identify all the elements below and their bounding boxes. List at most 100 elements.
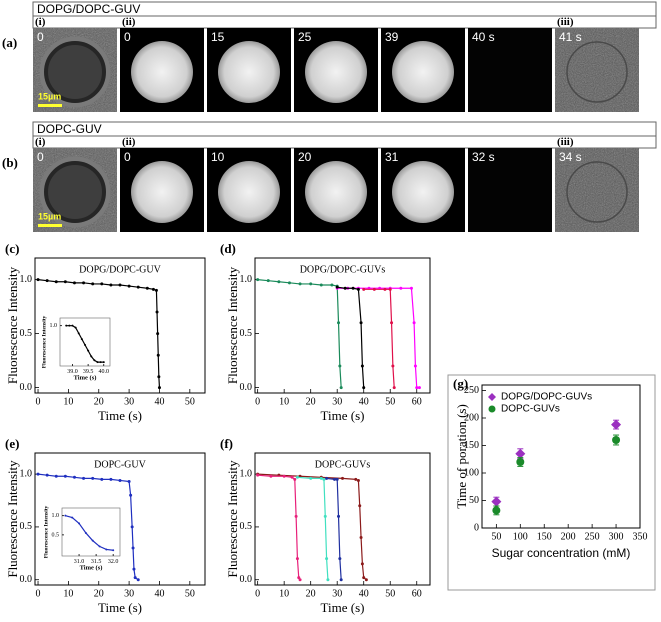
data-point xyxy=(100,477,104,481)
y-axis-label: Fluorescence Intensity xyxy=(225,460,240,578)
frame-time: 0 xyxy=(37,30,44,44)
x-tick-label: 10 xyxy=(63,396,73,407)
panel-label: (d) xyxy=(220,241,236,256)
x-tick-label: 50 xyxy=(185,588,195,599)
data-point xyxy=(359,321,363,325)
chart-title: DOPC-GUVs xyxy=(315,459,371,470)
data-point xyxy=(131,546,135,550)
scale-label: 15µm xyxy=(38,91,61,101)
legend-marker xyxy=(488,405,496,413)
inset-x-label: Time (s) xyxy=(74,374,97,381)
data-point xyxy=(337,321,341,325)
data-point xyxy=(295,475,299,479)
x-tick-label: 40 xyxy=(359,588,369,599)
data-point xyxy=(112,549,115,552)
plot-frame xyxy=(481,384,641,529)
series-line xyxy=(37,279,161,388)
x-tick-label: 0 xyxy=(36,396,41,407)
x-tick-label: 200 xyxy=(561,531,576,542)
frame-time: 31 xyxy=(385,150,399,164)
vesicle-ghost xyxy=(566,161,628,223)
vesicle xyxy=(305,161,367,223)
frame-time: 41 s xyxy=(559,30,582,44)
inset-y-label: Fluorescence Intensity xyxy=(43,505,49,558)
data-point xyxy=(91,282,95,286)
data-point xyxy=(409,286,413,290)
data-point xyxy=(282,474,286,478)
data-point xyxy=(388,287,392,291)
frame-time: 0 xyxy=(37,150,44,164)
data-point xyxy=(63,474,67,478)
data-point xyxy=(612,436,621,444)
vesicle xyxy=(44,41,106,103)
x-axis-label: Sugar concentration (mM) xyxy=(492,546,631,560)
data-point xyxy=(129,493,133,497)
data-point xyxy=(78,522,81,525)
data-point xyxy=(515,448,526,459)
data-point xyxy=(294,514,298,518)
data-point xyxy=(100,282,104,286)
data-point xyxy=(351,286,355,290)
data-point xyxy=(390,321,394,325)
x-tick-label: 32.0 xyxy=(108,559,119,565)
x-tick-label: 300 xyxy=(609,531,624,542)
frame-time: 0 xyxy=(124,150,131,164)
data-point xyxy=(82,281,86,285)
panel-g-box xyxy=(447,374,656,591)
data-point xyxy=(356,478,360,482)
panel-label: (c) xyxy=(5,241,19,256)
data-point xyxy=(91,476,95,480)
data-point xyxy=(71,516,74,519)
data-point xyxy=(360,364,364,368)
plot-frame xyxy=(254,452,431,586)
x-tick-label: 40 xyxy=(154,396,164,407)
y-tick-label: 0.5 xyxy=(20,328,33,339)
data-point xyxy=(45,473,49,477)
x-tick-label: 60 xyxy=(412,396,422,407)
data-point xyxy=(417,386,421,390)
data-point xyxy=(72,281,76,285)
y-tick-label: 200 xyxy=(464,412,479,423)
series-line xyxy=(257,279,342,388)
data-point xyxy=(90,355,93,358)
data-point xyxy=(54,280,58,284)
y-tick-label: 0.5 xyxy=(240,521,253,532)
data-point xyxy=(36,472,40,476)
data-point xyxy=(362,386,366,390)
data-point xyxy=(45,279,49,283)
data-point xyxy=(105,548,108,551)
vesicle xyxy=(131,161,193,223)
x-tick-label: 50 xyxy=(491,531,501,542)
x-tick-label: 50 xyxy=(385,396,395,407)
panel-label: (f) xyxy=(220,436,233,451)
vesicle xyxy=(392,41,454,103)
data-point xyxy=(492,506,501,515)
data-point xyxy=(133,576,137,580)
data-point xyxy=(256,278,260,282)
data-point xyxy=(109,283,113,287)
data-point xyxy=(80,338,83,341)
x-tick-label: 60 xyxy=(412,588,422,599)
frame-time: 40 s xyxy=(472,30,495,44)
data-point xyxy=(145,286,149,290)
data-point xyxy=(287,281,291,285)
scale-label: 15µm xyxy=(38,211,61,221)
data-point xyxy=(383,287,387,291)
data-point xyxy=(392,386,396,390)
inset-frame xyxy=(61,507,121,557)
frame-time: 39 xyxy=(385,30,399,44)
x-tick-label: 150 xyxy=(537,531,552,542)
x-tick-label: 31.5 xyxy=(91,559,102,565)
x-tick-label: 30 xyxy=(124,588,134,599)
inset-y-label: Fluorescence Intensity xyxy=(41,315,47,368)
data-point xyxy=(335,285,339,289)
frame-time: 25 xyxy=(298,30,312,44)
y-tick-label: 0.5 xyxy=(52,532,60,538)
data-point xyxy=(516,458,525,466)
data-point xyxy=(157,375,161,379)
y-tick-label: 0.5 xyxy=(20,521,33,532)
x-tick-label: 10 xyxy=(63,588,73,599)
y-tick-label: 1.0 xyxy=(50,323,58,329)
data-point xyxy=(354,477,358,481)
y-tick-label: 250 xyxy=(464,385,479,396)
